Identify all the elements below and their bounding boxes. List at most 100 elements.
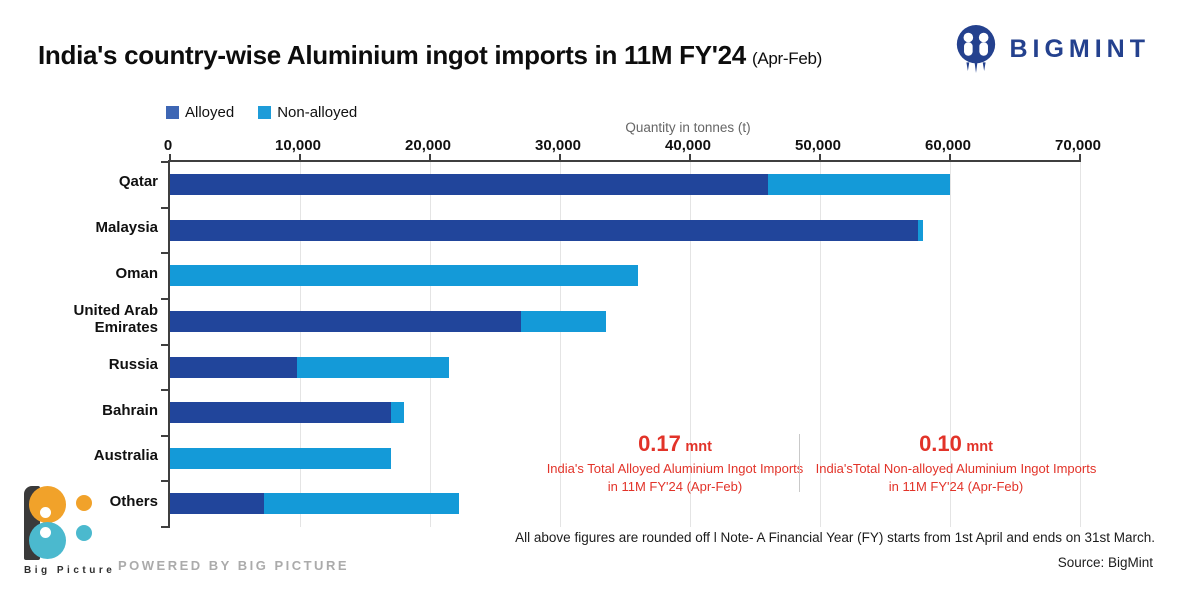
x-axis-tick-mark: [559, 154, 561, 162]
y-axis-tick-mark: [161, 252, 170, 255]
bar-segment-others-non-alloyed: [263, 493, 459, 515]
x-tick-label-0: 0: [163, 137, 173, 154]
y-axis-tick-mark: [161, 206, 170, 209]
stacked-bar-qatar: [170, 174, 950, 195]
x-axis-tick-mark: [169, 154, 171, 162]
x-axis-tick-mark: [689, 154, 691, 162]
bar-segment-australia-non-alloyed: [170, 447, 391, 469]
big-picture-logo-colon-orange: [76, 495, 92, 511]
powered-by-credit: POWERED BY BIG PICTURE: [118, 558, 350, 573]
gridline: [950, 162, 951, 527]
stacked-bar-united-arab-emirates: [170, 310, 606, 332]
category-label-oman: Oman: [115, 264, 158, 282]
bar-rows: [170, 162, 1080, 527]
bigmint-wordmark: BIGMINT: [1009, 34, 1150, 63]
bar-segment-malaysia-non-alloyed: [917, 219, 923, 241]
y-axis-tick-mark: [161, 343, 170, 346]
x-tick-label-70-000: 70,000: [1055, 137, 1101, 154]
alloyed-total-headline: 0.17 mnt: [540, 431, 810, 457]
nonalloyed-total-headline: 0.10 mnt: [812, 431, 1100, 457]
alloyed-total-unit: mnt: [685, 439, 712, 455]
legend-label-non-alloyed: Non-alloyed: [277, 104, 358, 121]
alloyed-total-caption: India's Total Alloyed Aluminium Ingot Im…: [546, 461, 804, 495]
x-axis-tick-mark: [299, 154, 301, 162]
big-picture-logo-white-dot-top: [40, 507, 51, 518]
gridline: [300, 162, 301, 527]
stacked-bar-bahrain: [170, 402, 404, 424]
category-label-malaysia: Malaysia: [95, 219, 158, 237]
x-axis-title: Quantity in tonnes (t): [625, 120, 751, 135]
alloyed-total-value: 0.17: [638, 431, 681, 456]
x-axis-tick-mark: [1079, 154, 1081, 162]
source-credit: Source: BigMint: [1057, 555, 1153, 570]
x-tick-label-40-000: 40,000: [665, 137, 711, 154]
gridline: [430, 162, 431, 527]
bar-segment-qatar-non-alloyed: [768, 174, 950, 195]
bar-segment-russia-non-alloyed: [297, 356, 450, 378]
bar-row-bahrain: [170, 390, 1080, 436]
annotation-alloyed-total: 0.17 mnt India's Total Alloyed Aluminium…: [540, 431, 810, 496]
y-axis-tick-mark: [161, 434, 170, 437]
legend-item-non-alloyed: Non-alloyed: [258, 104, 357, 121]
stacked-bar-australia: [170, 447, 391, 469]
category-label-bahrain: Bahrain: [102, 401, 158, 419]
title-suffix: (Apr-Feb): [751, 49, 823, 68]
annotation-nonalloyed-total: 0.10 mnt India'sTotal Non-alloyed Alumin…: [812, 431, 1100, 496]
x-tick-label-60-000: 60,000: [925, 137, 971, 154]
category-label-others: Others: [109, 492, 158, 510]
x-tick-label-30-000: 30,000: [535, 137, 581, 154]
bar-segment-bahrain-non-alloyed: [391, 402, 404, 424]
category-label-united-arab-emirates: United Arab Emirates: [73, 301, 158, 336]
stacked-bar-malaysia: [170, 219, 923, 241]
title-text: India's country-wise Aluminium ingot imp…: [38, 40, 746, 70]
x-axis-tick-labels: 0 10,000 20,000 30,000 40,000 50,000 60,000 70,…: [164, 137, 1101, 155]
y-axis-tick-mark: [161, 297, 170, 300]
bar-segment-oman-non-alloyed: [170, 265, 638, 287]
bar-row-malaysia: [170, 208, 1080, 254]
gridline: [1080, 162, 1081, 527]
category-label-qatar: Qatar: [118, 173, 158, 191]
bar-segment-russia-alloyed: [170, 356, 298, 378]
bar-segment-united-arab-emirates-non-alloyed: [521, 310, 606, 332]
big-picture-logo-colon-teal: [76, 525, 92, 541]
stacked-bar-others: [170, 493, 459, 515]
gridline: [560, 162, 561, 527]
nonalloyed-total-unit: mnt: [966, 439, 993, 455]
x-tick-label-10-000: 10,000: [275, 137, 321, 154]
x-tick-label-20-000: 20,000: [405, 137, 451, 154]
category-label-russia: Russia: [108, 355, 158, 373]
y-axis-tick-mark: [161, 526, 170, 528]
x-axis-tick-mark: [949, 154, 951, 162]
bar-segment-qatar-alloyed: [170, 174, 768, 195]
bigmint-logo: BIGMINT: [953, 24, 1150, 74]
x-tick-label-50-000: 50,000: [795, 137, 841, 154]
big-picture-logo-white-dot-bottom: [40, 527, 51, 538]
bar-segment-malaysia-alloyed: [170, 219, 918, 241]
gridline: [690, 162, 691, 527]
bar-row-oman: [170, 253, 1080, 299]
category-label-australia: Australia: [93, 447, 158, 465]
footnote: All above figures are rounded off l Note…: [515, 530, 1155, 545]
y-axis-tick-mark: [161, 161, 170, 163]
bar-segment-bahrain-alloyed: [170, 402, 391, 424]
chart-legend: Alloyed Non-alloyed: [166, 104, 357, 121]
legend-swatch-non-alloyed: [258, 106, 272, 119]
y-axis-tick-mark: [161, 480, 170, 483]
plot-area: [161, 154, 1081, 528]
bar-row-qatar: [170, 162, 1080, 208]
legend-label-alloyed: Alloyed: [185, 104, 235, 121]
nonalloyed-total-value: 0.10: [919, 431, 962, 456]
bar-segment-united-arab-emirates-alloyed: [170, 310, 521, 332]
bar-row-russia: [170, 345, 1080, 391]
y-axis-category-labels: Qatar Malaysia Oman United Arab Emirates Rus…: [38, 160, 158, 525]
x-axis-tick-mark: [819, 154, 821, 162]
gridline: [820, 162, 821, 527]
big-picture-logo-text: Big Picture: [24, 565, 116, 576]
page-title: India's country-wise Aluminium ingot imp…: [38, 40, 822, 71]
stacked-bar-russia: [170, 356, 450, 378]
y-axis-tick-mark: [161, 389, 170, 392]
stacked-bar-oman: [170, 265, 638, 287]
bar-row-others: [170, 481, 1080, 527]
big-picture-logo: Big Picture: [24, 486, 119, 581]
